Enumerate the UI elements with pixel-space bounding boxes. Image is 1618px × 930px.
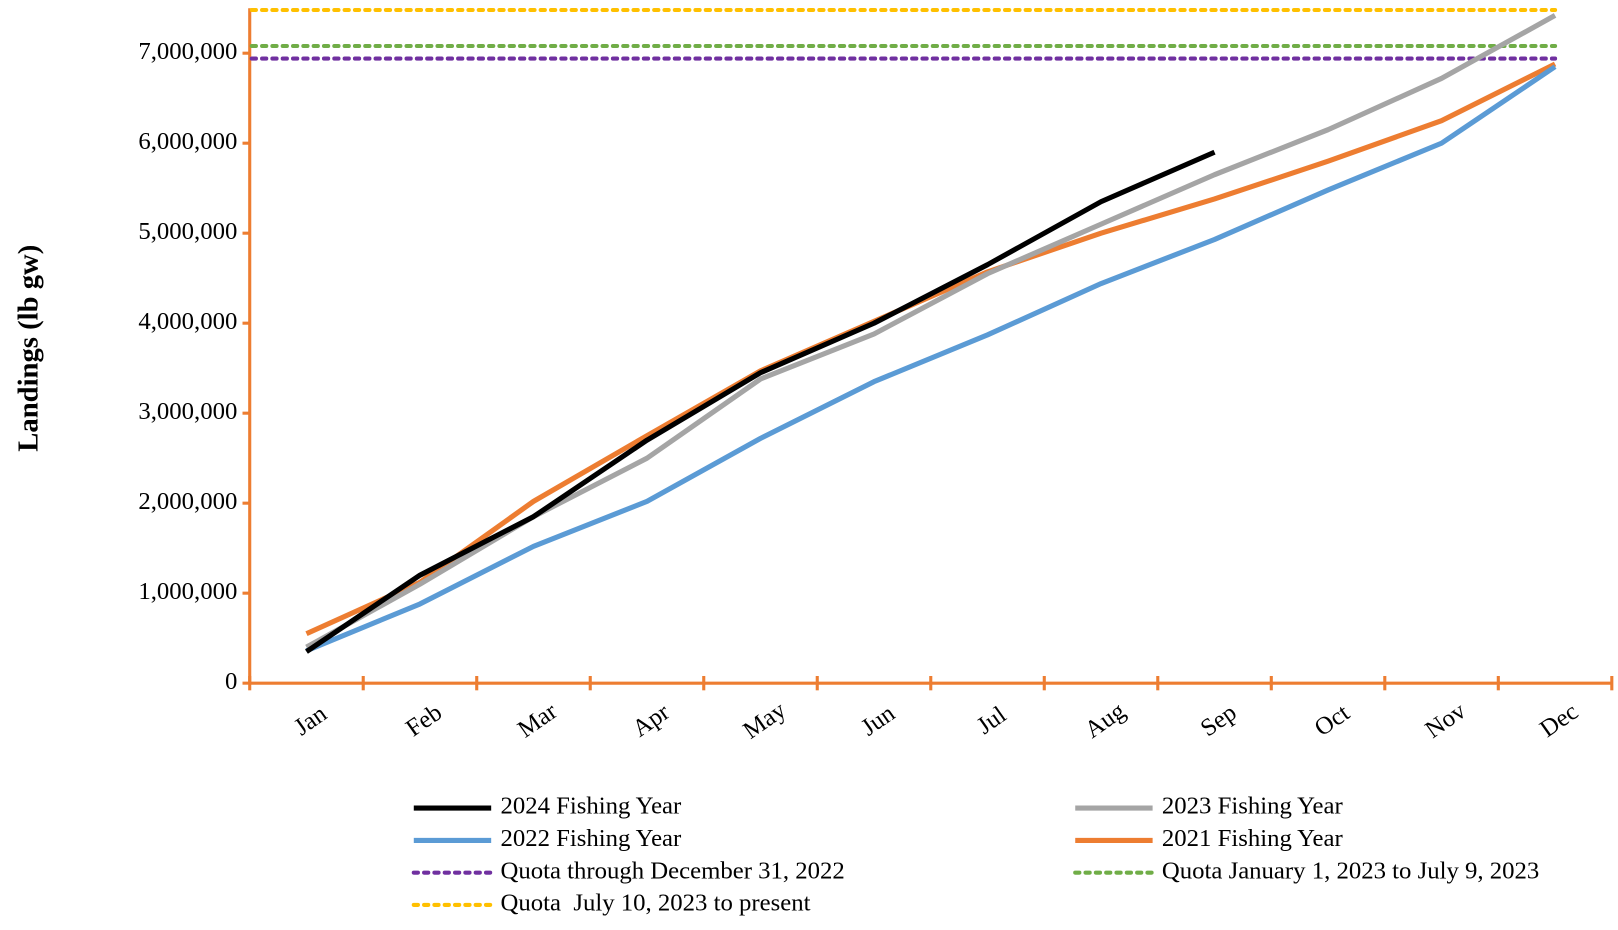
x-tick-label: Jul — [972, 701, 1011, 740]
legend-label: Quota through December 31, 2022 — [500, 857, 844, 884]
x-tick-label: May — [738, 696, 791, 744]
legend-label: 2024 Fishing Year — [500, 793, 681, 820]
y-tick-label: 1,000,000 — [138, 578, 237, 605]
y-tick-label: 6,000,000 — [138, 128, 237, 155]
x-tick-label: Nov — [1420, 697, 1471, 744]
x-tick-label: Jan — [289, 700, 332, 741]
legend-label: Quota January 1, 2023 to July 9, 2023 — [1162, 857, 1539, 884]
legend-label: 2022 Fishing Year — [500, 825, 681, 852]
legend-label: 2021 Fishing Year — [1162, 825, 1343, 852]
x-tick-label: Aug — [1080, 697, 1130, 743]
y-tick-label: 5,000,000 — [138, 218, 237, 245]
x-tick-label: Apr — [628, 699, 675, 743]
x-tick-label: Mar — [513, 698, 562, 744]
y-tick-label: 3,000,000 — [138, 398, 237, 425]
x-tick-label: Feb — [401, 699, 447, 742]
y-tick-label: 7,000,000 — [138, 38, 237, 65]
y-tick-label: 0 — [225, 668, 237, 695]
y-axis-label: Landings (lb gw) — [12, 245, 44, 452]
x-tick-label: Sep — [1196, 699, 1242, 742]
series-line — [305, 13, 1557, 650]
series-line — [305, 149, 1216, 654]
x-tick-label: Jun — [856, 700, 900, 742]
series-line — [305, 64, 1557, 654]
legend-label: 2023 Fishing Year — [1162, 793, 1343, 820]
series-line — [305, 61, 1557, 636]
y-tick-label: 4,000,000 — [138, 308, 237, 335]
legend-label: Quota July 10, 2023 to present — [500, 890, 810, 917]
y-tick-label: 2,000,000 — [138, 488, 237, 515]
x-tick-label: Dec — [1535, 698, 1583, 743]
x-tick-label: Oct — [1310, 699, 1355, 741]
